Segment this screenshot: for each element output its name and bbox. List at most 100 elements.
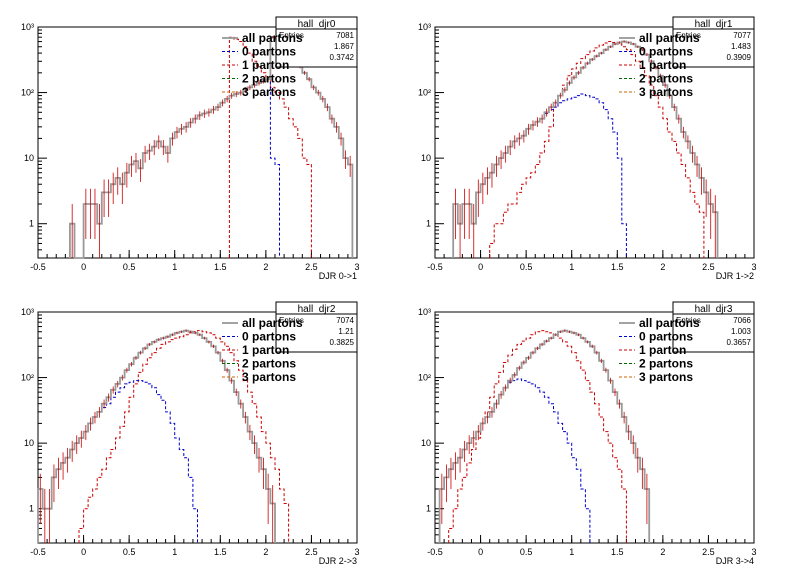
- stats-title: hall_djr3: [695, 304, 733, 315]
- stats-entries-label: Entries: [279, 31, 304, 40]
- x-axis-title: DJR 2->3: [319, 556, 357, 566]
- stats-rms-value: 0.3742: [330, 53, 355, 62]
- plot-frame: [37, 26, 358, 259]
- y-tick-label: 1: [426, 504, 431, 514]
- y-tick-label: 10: [421, 153, 431, 163]
- legend-entry: all partons: [639, 31, 700, 45]
- x-tick-label: -0.5: [427, 262, 443, 272]
- series-0-partons: [37, 380, 198, 543]
- stats-entries-value: 7081: [336, 31, 354, 40]
- y-tick-label: 1: [29, 219, 34, 229]
- stats-entries-label: Entries: [676, 31, 701, 40]
- x-tick-label: 0: [81, 262, 86, 272]
- stats-box: [275, 16, 358, 68]
- x-tick-label: 2.5: [305, 262, 318, 272]
- x-tick-label: 0.5: [520, 262, 533, 272]
- y-tick-label: 10³: [21, 307, 34, 317]
- stats-box: [672, 301, 755, 353]
- x-tick-label: 1: [569, 547, 574, 557]
- legend-entry: all partons: [639, 316, 700, 330]
- x-tick-label: 1.5: [214, 262, 227, 272]
- legend-entry: 3 partons: [242, 370, 296, 384]
- series-1-parton: [448, 330, 627, 543]
- plot-frame: [37, 311, 358, 544]
- series-all-partons: [438, 329, 651, 543]
- plot-frame: [434, 311, 755, 544]
- x-tick-label: 2: [660, 262, 665, 272]
- legend-entry: 1 parton: [639, 58, 686, 72]
- stats-box: [672, 16, 755, 68]
- x-tick-label: 3: [354, 262, 359, 272]
- legend-entry: 0 partons: [639, 330, 693, 344]
- series-0-partons: [439, 378, 591, 543]
- y-tick-label: 10: [421, 438, 431, 448]
- stats-rms-value: 0.3657: [727, 338, 752, 347]
- stats-mean-value: 1.21: [338, 327, 354, 336]
- x-tick-label: -0.5: [30, 262, 46, 272]
- series-0-partons: [69, 78, 280, 259]
- stats-title: hall_djr2: [298, 304, 336, 315]
- legend-entry: all partons: [242, 316, 303, 330]
- x-tick-label: 3: [751, 262, 756, 272]
- stats-entries-value: 7074: [336, 316, 354, 325]
- y-tick-label: 1: [29, 504, 34, 514]
- x-tick-label: 1.5: [214, 547, 227, 557]
- x-tick-label: 3: [354, 547, 359, 557]
- y-tick-label: 10: [24, 153, 34, 163]
- stats-entries-value: 7066: [733, 316, 751, 325]
- legend-entry: 2 partons: [639, 357, 693, 371]
- legend-entry: 3 partons: [639, 370, 693, 384]
- y-tick-label: 10²: [418, 373, 431, 383]
- legend-entry: 0 partons: [639, 45, 693, 59]
- stats-title: hall_djr1: [695, 19, 733, 30]
- series-1-parton: [489, 41, 705, 258]
- legend-entry: 0 partons: [242, 330, 296, 344]
- series-1-parton: [78, 330, 290, 543]
- x-tick-label: 1: [569, 262, 574, 272]
- series-all-partons: [452, 40, 719, 258]
- x-tick-label: 0.5: [123, 262, 136, 272]
- x-tick-label: -0.5: [30, 547, 46, 557]
- x-tick-label: 3: [751, 547, 756, 557]
- series-all-partons: [69, 36, 354, 259]
- y-tick-label: 10: [24, 438, 34, 448]
- y-tick-label: 10³: [418, 307, 431, 317]
- series-all-partons: [37, 329, 276, 543]
- legend-entry: 3 partons: [242, 85, 296, 99]
- x-tick-label: 2.5: [702, 547, 715, 557]
- legend-entry: 0 partons: [242, 45, 296, 59]
- y-tick-label: 10²: [418, 88, 431, 98]
- y-tick-label: 10³: [21, 22, 34, 32]
- stats-rms-value: 0.3825: [330, 338, 355, 347]
- x-axis-title: DJR 0->1: [319, 271, 357, 281]
- x-tick-label: 1.5: [611, 547, 624, 557]
- stats-box: [275, 301, 358, 353]
- y-tick-label: 10³: [418, 22, 431, 32]
- stats-mean-value: 1.003: [731, 327, 752, 336]
- x-tick-label: 2.5: [305, 547, 318, 557]
- stats-mean-value: 1.867: [334, 42, 355, 51]
- legend-entry: 2 partons: [639, 72, 693, 86]
- x-tick-label: 0.5: [520, 547, 533, 557]
- x-tick-label: 2.5: [702, 262, 715, 272]
- x-axis-title: DJR 1->2: [716, 271, 754, 281]
- legend-entry: 1 parton: [242, 343, 289, 357]
- stats-mean-value: 1.483: [731, 42, 752, 51]
- stats-entries-label: Entries: [676, 316, 701, 325]
- legend-entry: all partons: [242, 31, 303, 45]
- x-axis-title: DJR 3->4: [716, 556, 754, 566]
- x-tick-label: -0.5: [427, 547, 443, 557]
- stats-entries-label: Entries: [279, 316, 304, 325]
- legend-entry: 1 parton: [639, 343, 686, 357]
- stats-title: hall_djr0: [298, 19, 336, 30]
- y-tick-label: 10²: [21, 88, 34, 98]
- y-tick-label: 1: [426, 219, 431, 229]
- x-tick-label: 0: [81, 547, 86, 557]
- x-tick-label: 1.5: [611, 262, 624, 272]
- x-tick-label: 1: [172, 262, 177, 272]
- x-tick-label: 2: [263, 547, 268, 557]
